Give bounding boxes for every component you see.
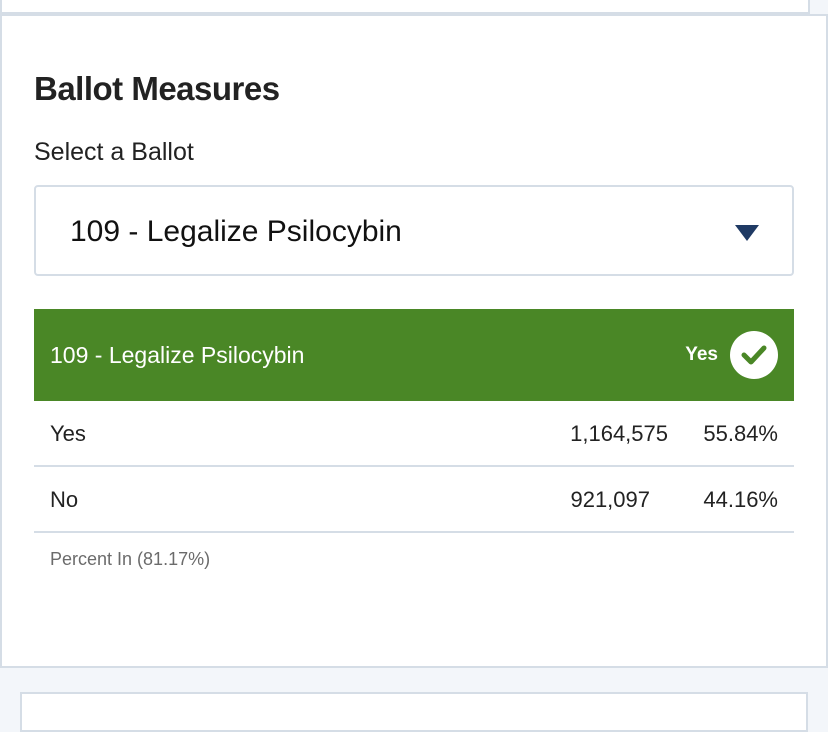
vote-percent: 55.84% [703, 421, 778, 446]
panel-title: Ballot Measures [34, 70, 280, 107]
percent-in-note: Percent In (81.17%) [50, 549, 211, 569]
previous-card [0, 0, 810, 14]
choice-label: No [50, 487, 79, 512]
result-row-no: No 921,097 44.16% [34, 467, 794, 533]
triangle-down-icon [735, 225, 759, 241]
next-card [20, 692, 808, 732]
result-header: 109 - Legalize Psilocybin Yes [34, 309, 794, 401]
vote-percent: 44.16% [703, 487, 778, 512]
winner-label: Yes [685, 344, 718, 365]
result-title: 109 - Legalize Psilocybin [50, 342, 305, 368]
ballot-select-value: 109 - Legalize Psilocybin [70, 215, 402, 248]
vote-count: 1,164,575 [570, 421, 668, 446]
choice-label: Yes [50, 421, 86, 446]
select-ballot-label: Select a Ballot [34, 138, 194, 166]
result-row-yes: Yes 1,164,575 55.84% [34, 401, 794, 467]
ballot-select[interactable]: 109 - Legalize Psilocybin [34, 185, 794, 276]
checkmark-circle-icon [730, 331, 778, 379]
vote-count: 921,097 [570, 487, 650, 512]
